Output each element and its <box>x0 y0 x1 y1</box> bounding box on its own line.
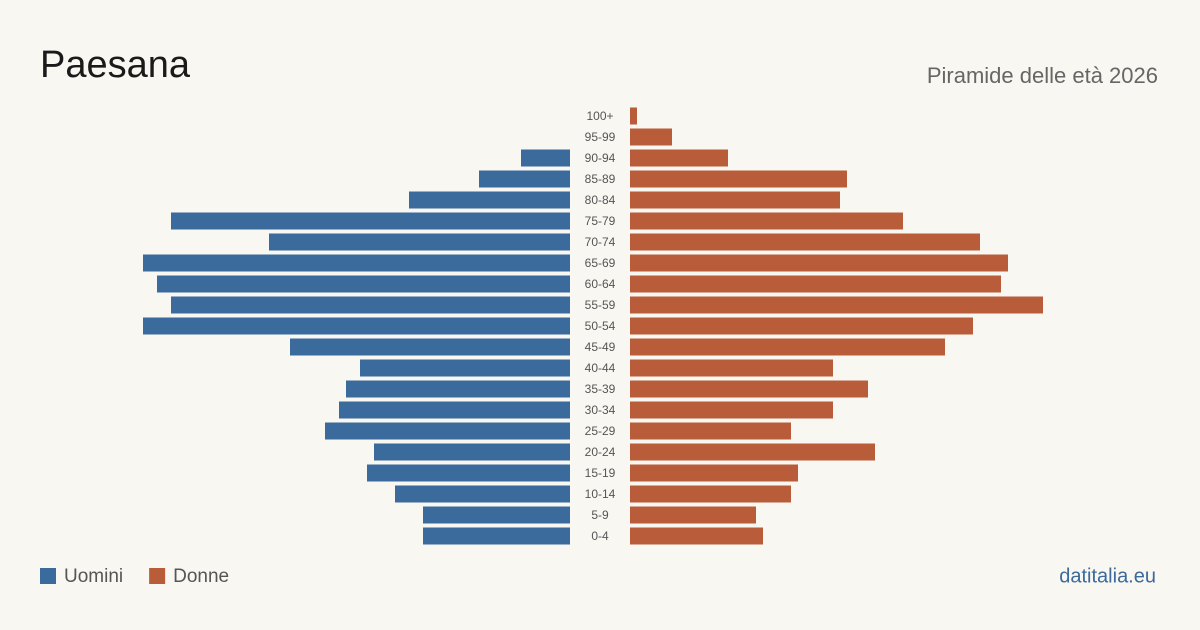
bar <box>521 149 570 167</box>
chart-title: Paesana <box>40 44 191 86</box>
age-label: 15-19 <box>585 466 616 480</box>
bar <box>171 212 570 230</box>
age-label: 60-64 <box>585 277 616 291</box>
bar <box>630 296 1043 314</box>
bar <box>630 317 973 335</box>
bar <box>630 464 798 482</box>
bar <box>630 527 763 545</box>
bar <box>157 275 570 293</box>
source: datitalia.eu <box>1059 565 1156 587</box>
chart-subtitle: Piramide delle età 2026 <box>927 63 1158 88</box>
age-label: 0-4 <box>591 529 609 543</box>
bar <box>630 338 945 356</box>
bar <box>423 527 570 545</box>
bar <box>630 422 791 440</box>
bar <box>290 338 570 356</box>
age-label: 70-74 <box>585 235 616 249</box>
age-label: 55-59 <box>585 298 616 312</box>
bar <box>339 401 570 419</box>
age-label: 95-99 <box>585 130 616 144</box>
age-label: 85-89 <box>585 172 616 186</box>
bar <box>630 506 756 524</box>
age-label: 65-69 <box>585 256 616 270</box>
legend-swatch <box>149 568 166 584</box>
bar <box>269 233 570 251</box>
bar <box>630 401 833 419</box>
bar <box>143 317 570 335</box>
age-label: 40-44 <box>585 361 616 375</box>
age-label: 5-9 <box>591 508 609 522</box>
legend-swatch <box>40 568 56 584</box>
age-label: 45-49 <box>585 340 616 354</box>
bar <box>479 170 570 188</box>
age-label: 25-29 <box>585 424 616 438</box>
bar <box>423 506 570 524</box>
bar <box>630 254 1008 272</box>
bar <box>395 485 570 503</box>
bar <box>630 359 833 377</box>
bar <box>325 422 570 440</box>
age-label: 100+ <box>586 109 613 123</box>
age-label: 35-39 <box>585 382 616 396</box>
age-label: 80-84 <box>585 193 616 207</box>
bar <box>374 443 570 461</box>
age-label: 10-14 <box>585 487 616 501</box>
bar <box>409 191 570 209</box>
bar <box>630 191 840 209</box>
age-label: 20-24 <box>585 445 616 459</box>
bar <box>630 128 672 146</box>
bar <box>630 149 728 167</box>
age-label: 90-94 <box>585 151 616 165</box>
bar <box>143 254 570 272</box>
legend-label: Uomini <box>64 566 123 587</box>
age-label: 75-79 <box>585 214 616 228</box>
age-label: 30-34 <box>585 403 616 417</box>
bar <box>630 275 1001 293</box>
bar <box>360 359 570 377</box>
bar <box>630 485 791 503</box>
bar <box>367 464 570 482</box>
age-label: 50-54 <box>585 319 616 333</box>
legend-label: Donne <box>173 566 229 587</box>
bar <box>630 107 637 125</box>
bar <box>346 380 570 398</box>
bar <box>630 233 980 251</box>
bar <box>630 212 903 230</box>
bar <box>171 296 570 314</box>
bar <box>630 380 868 398</box>
bar <box>630 443 875 461</box>
bar <box>630 170 847 188</box>
